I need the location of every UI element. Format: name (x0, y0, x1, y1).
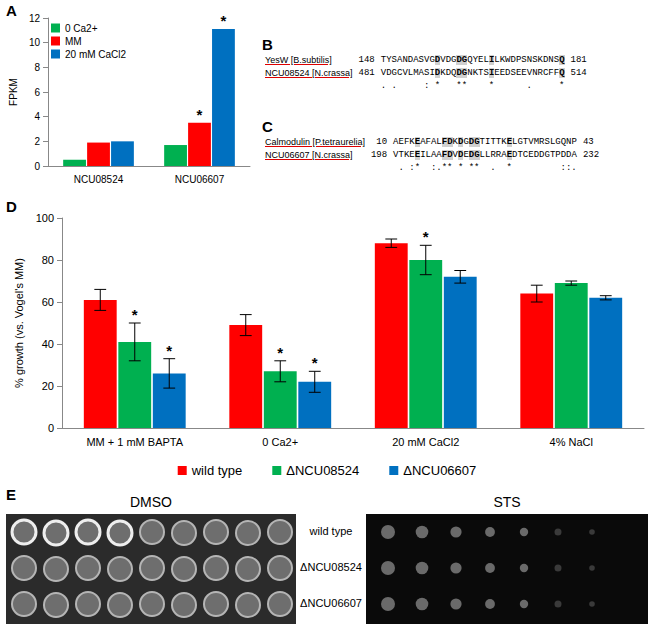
svg-text:100: 100 (36, 212, 54, 224)
html-text:43: 43 (582, 137, 594, 147)
svg-text:% growth (vs. Vogel's MM): % growth (vs. Vogel's MM) (13, 258, 25, 388)
html-text:DMSO: DMSO (130, 494, 172, 510)
svg-text:*: * (166, 342, 172, 359)
svg-text:40: 40 (42, 338, 54, 350)
svg-text:*: * (423, 228, 429, 245)
svg-text:0: 0 (34, 161, 40, 172)
svg-text:4: 4 (34, 111, 40, 122)
svg-text:*: * (197, 106, 203, 123)
html-text:STS: STS (493, 494, 521, 510)
svg-text:NCU08524: NCU08524 (74, 174, 124, 185)
svg-text:10: 10 (29, 37, 41, 48)
html-text:Calmodulin [P.tetraurelia]: Calmodulin [P.tetraurelia] (265, 137, 365, 147)
svg-text:NCU06607: NCU06607 (175, 174, 225, 185)
html-text:10: 10 (376, 137, 388, 147)
svg-text:12: 12 (29, 13, 41, 24)
svg-text:0: 0 (48, 422, 54, 434)
html-text:ΔNCU08524: ΔNCU08524 (300, 561, 362, 573)
html-text:A: A (6, 2, 17, 19)
svg-text:20 mM CaCl2: 20 mM CaCl2 (65, 49, 127, 60)
svg-text:80: 80 (42, 254, 54, 266)
svg-text:60: 60 (42, 296, 54, 308)
html-text:V T K E E I L A A F D V D E D: V T K E E I L A A F D V D E D G L L R R … (393, 150, 577, 160)
html-text:T Y S A N D A S V G D V D G D: T Y S A N D A S V G D V D G D G Q Y E L … (380, 55, 565, 65)
svg-text:MM: MM (65, 36, 82, 47)
html-text:181: 181 (570, 55, 587, 65)
html-text:198: 198 (370, 150, 388, 160)
svg-text:ΔNCU08524: ΔNCU08524 (286, 463, 359, 478)
svg-text:6: 6 (34, 87, 40, 98)
svg-text:FPKM: FPKM (8, 78, 19, 106)
svg-text:20 mM CaCl2: 20 mM CaCl2 (392, 436, 459, 448)
html-text:148: 148 (358, 55, 375, 65)
html-text:D: D (6, 198, 17, 215)
html-text:wild type: wild type (309, 525, 353, 537)
html-text:A E F K E A F A L F D K D G D: A E F K E A F A L F D K D G D G T I T T … (393, 137, 577, 147)
svg-text:MM + 1 mM BAPTA: MM + 1 mM BAPTA (86, 436, 183, 448)
svg-text:0 Ca2+: 0 Ca2+ (262, 436, 298, 448)
html-text:481: 481 (358, 68, 375, 78)
html-text:ΔNCU06607: ΔNCU06607 (300, 597, 362, 609)
svg-text:20: 20 (42, 380, 54, 392)
svg-text:8: 8 (34, 62, 40, 73)
html-text:514: 514 (570, 68, 587, 78)
html-text:232: 232 (582, 150, 600, 160)
svg-text:*: * (312, 354, 318, 371)
html-text:E: E (6, 486, 16, 503)
svg-text:*: * (221, 12, 227, 29)
html-text:V D G C V L M A S I D K D Q D: V D G C V L M A S I D K D Q D G N K T S … (380, 68, 565, 78)
html-text:YesW [B.subtilis]: YesW [B.subtilis] (265, 55, 332, 65)
html-text:NCU08524 [N.crassa]: NCU08524 [N.crassa] (265, 68, 353, 78)
svg-text:4% NaCl: 4% NaCl (550, 436, 593, 448)
svg-text:*: * (277, 344, 283, 361)
svg-text:wild type: wild type (191, 463, 243, 478)
html-text:B: B (262, 36, 273, 53)
html-text:NCU06607 [N.crassa]: NCU06607 [N.crassa] (265, 150, 353, 160)
svg-text:2: 2 (34, 136, 40, 147)
html-text:C: C (262, 118, 273, 135)
svg-text:0 Ca2+: 0 Ca2+ (65, 23, 98, 34)
svg-text:*: * (132, 306, 138, 323)
svg-text:ΔNCU06607: ΔNCU06607 (403, 463, 476, 478)
